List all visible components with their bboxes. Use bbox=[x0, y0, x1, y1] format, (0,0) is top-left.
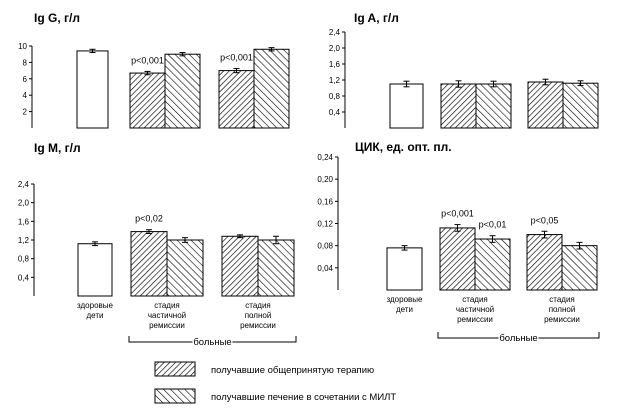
bar bbox=[474, 238, 511, 291]
bar bbox=[76, 50, 109, 129]
x-category-label: стадия полной ремиссии bbox=[544, 295, 580, 324]
chart-panel-1: Ig G, г/л 2 4 6 8 10 p<0,001 p<0,001 bbox=[18, 11, 290, 129]
x-category-label: здоровые дети bbox=[77, 301, 114, 320]
bar bbox=[129, 72, 166, 129]
group-label: больные bbox=[193, 337, 231, 348]
y-tick-label: 0,04 bbox=[317, 264, 333, 273]
y-tick-label: 2 bbox=[23, 108, 28, 117]
legend-swatch bbox=[154, 361, 196, 377]
y-tick-label: 0,12 bbox=[317, 220, 333, 229]
legend-swatch bbox=[154, 388, 196, 404]
y-tick-label: 8 bbox=[23, 58, 28, 67]
p-value-label: p<0,001 bbox=[131, 55, 164, 65]
x-category-label: здоровые дети bbox=[387, 295, 424, 314]
bar bbox=[257, 239, 295, 297]
panel-title: Ig G, г/л bbox=[34, 11, 80, 25]
p-value-label: p<0,001 bbox=[220, 53, 253, 63]
bar bbox=[218, 70, 255, 129]
bar bbox=[164, 53, 201, 129]
chart-panel-3: Ig M, г/л 0,4 0,8 1,2 1,6 2,0 2,4 здоровые дети p… bbox=[18, 141, 297, 348]
bar bbox=[527, 81, 564, 129]
group-bracket-right bbox=[232, 336, 297, 343]
y-tick-label: 6 bbox=[23, 75, 28, 84]
group-label: больные bbox=[499, 333, 537, 344]
legend-label: получавшие общепринятую терапию bbox=[211, 365, 374, 376]
panel-title: Ig M, г/л bbox=[34, 141, 81, 155]
bar bbox=[561, 245, 598, 291]
p-value-label: p<0,01 bbox=[479, 220, 507, 230]
y-tick-label: 0,08 bbox=[317, 242, 333, 251]
p-value-label: p<0,05 bbox=[531, 215, 559, 225]
group-bracket-right bbox=[538, 332, 600, 339]
panel-title: ЦИК, ед. опт. пл. bbox=[355, 140, 452, 154]
bar bbox=[439, 227, 476, 291]
y-tick-label: 0,16 bbox=[317, 197, 333, 206]
y-tick-label: 1,2 bbox=[18, 236, 30, 245]
y-tick-label: 0,4 bbox=[329, 108, 341, 117]
group-bracket-left bbox=[128, 336, 193, 343]
legend: получавшие общепринятую терапию получавши… bbox=[154, 361, 396, 404]
bar bbox=[386, 247, 423, 291]
p-value-label: p<0,02 bbox=[135, 214, 163, 224]
bar bbox=[389, 83, 424, 129]
bar bbox=[440, 83, 477, 129]
bar bbox=[526, 234, 563, 291]
x-category-label: стадия частичной ремиссии bbox=[148, 301, 186, 330]
y-tick-label: 2,0 bbox=[329, 44, 341, 53]
bar bbox=[130, 231, 168, 297]
bar bbox=[475, 83, 512, 129]
legend-label: получавшие печение в сочетании с МИЛТ bbox=[211, 392, 396, 403]
y-tick-label: 4 bbox=[23, 91, 28, 100]
y-tick-label: 10 bbox=[18, 42, 27, 51]
y-tick-label: 0,24 bbox=[317, 153, 333, 162]
chart-panel-4: ЦИК, ед. опт. пл. 0,04 0,08 0,12 0,16 0,20 0,2… bbox=[317, 140, 600, 344]
panel-title: Ig A, г/л bbox=[354, 11, 399, 25]
y-tick-label: 1,6 bbox=[18, 217, 30, 226]
x-category-label: стадия частичной ремиссии bbox=[456, 295, 494, 324]
y-tick-label: 2,4 bbox=[329, 28, 341, 37]
bar bbox=[253, 48, 290, 129]
y-tick-label: 0,20 bbox=[317, 175, 333, 184]
y-tick-label: 1,6 bbox=[329, 60, 341, 69]
group-bracket-left bbox=[437, 332, 499, 339]
x-category-label: стадия полной ремиссии bbox=[240, 301, 276, 330]
y-tick-label: 0,4 bbox=[18, 273, 30, 282]
bar bbox=[562, 82, 599, 129]
y-tick-label: 2,0 bbox=[18, 199, 30, 208]
p-value-label: p<0,001 bbox=[441, 209, 474, 219]
y-tick-label: 2,4 bbox=[18, 180, 30, 189]
bar bbox=[77, 243, 113, 297]
bar bbox=[221, 235, 259, 297]
y-tick-label: 0,8 bbox=[329, 92, 341, 101]
y-tick-label: 1,2 bbox=[329, 76, 341, 85]
chart-panel-2: Ig A, г/л 0,4 0,8 1,2 1,6 2,0 2,4 bbox=[329, 11, 599, 129]
bar bbox=[166, 239, 204, 297]
y-tick-label: 0,8 bbox=[18, 255, 30, 264]
